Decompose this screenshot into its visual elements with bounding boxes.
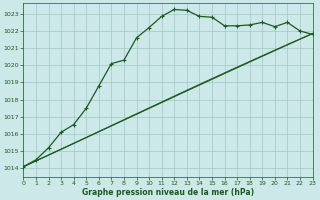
X-axis label: Graphe pression niveau de la mer (hPa): Graphe pression niveau de la mer (hPa)	[82, 188, 254, 197]
